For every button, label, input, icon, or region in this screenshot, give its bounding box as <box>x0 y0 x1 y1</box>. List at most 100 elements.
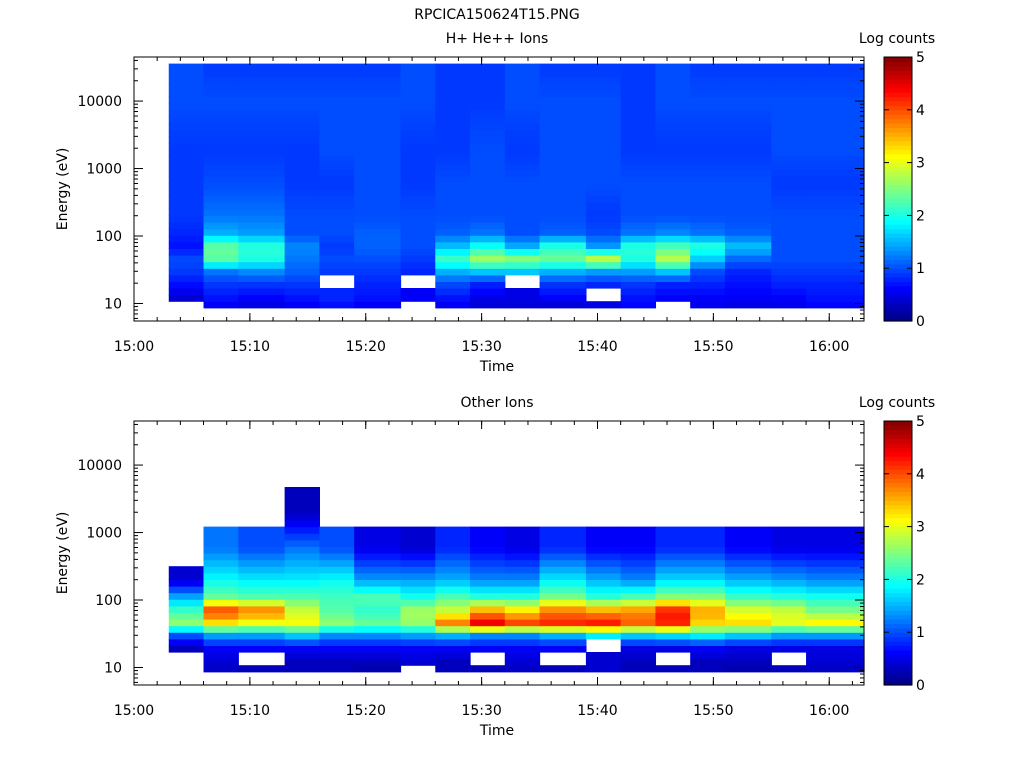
heatmap-cell <box>400 658 436 666</box>
heatmap-cell <box>354 136 402 144</box>
colorbar-swatch <box>884 526 912 532</box>
heatmap-cell <box>724 658 772 666</box>
heatmap-cell <box>400 268 436 276</box>
heatmap-cell <box>585 658 622 666</box>
heatmap-cell <box>470 195 506 203</box>
heatmap-cell <box>539 553 587 561</box>
heatmap-cell <box>238 202 286 210</box>
heatmap-cell <box>284 274 320 282</box>
heatmap-cell <box>168 605 205 613</box>
heatmap-cell <box>319 261 355 269</box>
heatmap-cell <box>354 566 402 574</box>
heatmap-cell <box>724 169 772 177</box>
heatmap-cell <box>585 586 622 594</box>
heatmap-cell <box>539 136 587 144</box>
heatmap-cell <box>168 162 205 170</box>
heatmap-cell <box>771 645 807 653</box>
colorbar-swatch <box>884 123 912 128</box>
colorbar-swatch <box>884 202 912 208</box>
heatmap-cell <box>470 592 506 600</box>
heatmap-cell <box>504 123 541 131</box>
colorbar-swatch <box>884 149 912 155</box>
heatmap-cell <box>435 268 471 276</box>
heatmap-cell <box>504 156 541 164</box>
heatmap-cell <box>724 116 772 124</box>
colorbar-swatch <box>884 83 912 89</box>
heatmap-cell <box>806 136 865 144</box>
heatmap-cell <box>504 553 541 561</box>
heatmap-cell <box>620 619 657 627</box>
heatmap-cell <box>203 195 239 203</box>
heatmap-cell <box>238 645 286 653</box>
heatmap-cell <box>771 142 807 150</box>
heatmap-cell <box>168 189 205 197</box>
heatmap-cell <box>354 222 402 230</box>
heatmap-cell <box>539 169 587 177</box>
colorbar-tick-label: 1 <box>916 625 925 641</box>
heatmap-cell <box>238 96 286 104</box>
heatmap-cell <box>284 63 320 71</box>
heatmap-cell <box>203 189 239 197</box>
heatmap-cell <box>435 90 471 98</box>
heatmap-cell <box>690 645 726 653</box>
heatmap-cell <box>655 533 691 541</box>
heatmap-cell <box>690 103 726 111</box>
heatmap-cell <box>319 235 355 243</box>
heatmap-cell <box>690 546 726 554</box>
heatmap-cell <box>203 103 239 111</box>
heatmap-cell <box>771 109 807 117</box>
heatmap-cell <box>690 526 726 534</box>
heatmap-cell <box>400 533 436 541</box>
colorbar-swatch <box>884 566 912 572</box>
heatmap-cell <box>771 288 807 296</box>
heatmap-cell <box>238 553 286 561</box>
heatmap-cell <box>354 559 402 567</box>
heatmap-cell <box>284 645 320 653</box>
heatmap-cell <box>539 632 587 640</box>
heatmap-cell <box>354 533 402 541</box>
heatmap-cell <box>238 301 286 309</box>
figure-title: RPCICA150624T15.PNG <box>414 7 579 23</box>
heatmap-cell <box>690 658 726 666</box>
heatmap-cell <box>354 228 402 236</box>
heatmap-cell <box>354 268 402 276</box>
heatmap-cell <box>203 533 239 541</box>
heatmap-cell <box>354 288 402 296</box>
heatmap-cell <box>435 109 471 117</box>
heatmap-cell <box>238 533 286 541</box>
heatmap-cell <box>203 142 239 150</box>
heatmap-cell <box>724 599 772 607</box>
heatmap-cell <box>284 76 320 84</box>
heatmap-cell <box>724 103 772 111</box>
heatmap-cell <box>435 136 471 144</box>
heatmap-cell <box>354 255 402 263</box>
heatmap-cell <box>806 90 865 98</box>
heatmap-cell <box>539 539 587 547</box>
heatmap-cell <box>620 222 657 230</box>
heatmap-cell <box>435 63 471 71</box>
heatmap-cell <box>620 182 657 190</box>
heatmap-cell <box>203 63 239 71</box>
heatmap-cell <box>400 619 436 627</box>
heatmap-cell <box>284 619 320 627</box>
heatmap-cell <box>539 294 587 302</box>
heatmap-cell <box>238 116 286 124</box>
heatmap-cell <box>168 625 205 633</box>
heatmap-cell <box>319 116 355 124</box>
heatmap-cell <box>400 572 436 580</box>
heatmap-cell <box>655 592 691 600</box>
heatmap-cell <box>806 294 865 302</box>
heatmap-cell <box>585 202 622 210</box>
heatmap-cell <box>504 301 541 309</box>
heatmap-cell <box>690 665 726 673</box>
heatmap-cell <box>470 572 506 580</box>
heatmap-cell <box>470 632 506 640</box>
heatmap-cell <box>690 222 726 230</box>
heatmap-cell <box>400 222 436 230</box>
colorbar-swatch <box>884 654 912 660</box>
heatmap-cell <box>354 261 402 269</box>
heatmap-cell <box>203 255 239 263</box>
heatmap-cell <box>284 281 320 289</box>
colorbar-swatch <box>884 636 912 642</box>
heatmap-cell <box>771 546 807 554</box>
